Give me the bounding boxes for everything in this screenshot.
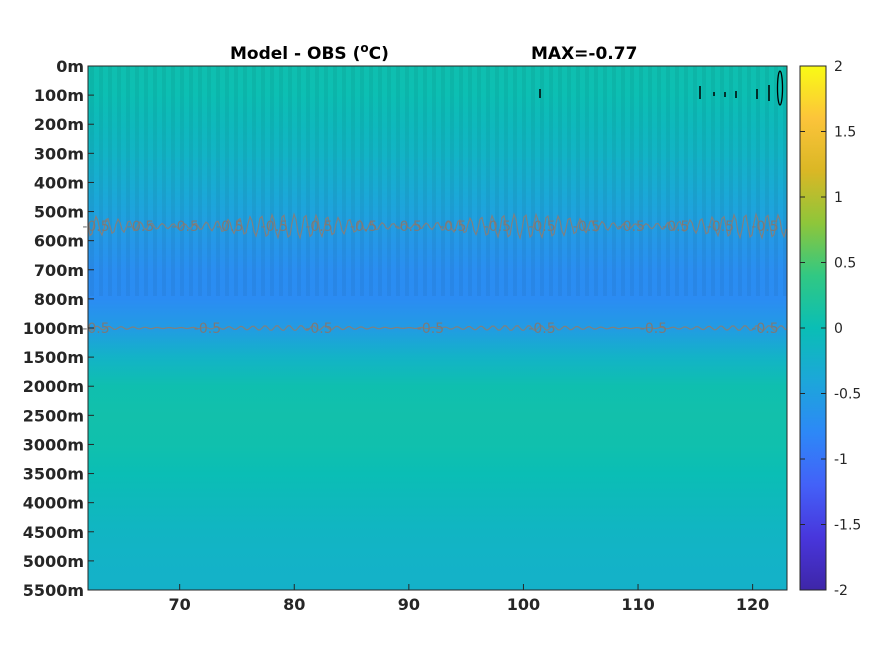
contour-lines (87, 212, 787, 331)
colorbar-tick-label: -0.5 (834, 387, 861, 403)
colorbar: 2 1.5 1 0.5 0 -0.5 -1 -1.5 -2 (799, 59, 861, 599)
y-tick-label: 1000m (23, 319, 84, 338)
contour-label: -0.5 (662, 219, 689, 235)
contour-label: -0.5 (395, 219, 422, 235)
y-tick-label: 300m (34, 144, 84, 163)
y-tick-label: 0m (56, 57, 84, 76)
contour-label: -0.5 (127, 219, 154, 235)
contour-label: -0.5 (528, 219, 555, 235)
y-tick-label: 800m (34, 290, 84, 309)
contour-label: -0.5 (640, 321, 667, 337)
upper-stripe-texture (88, 66, 787, 296)
contour-label: -0.5 (350, 219, 377, 235)
contour-label: -0.5 (439, 219, 466, 235)
colorbar-tick-label: 2 (834, 59, 843, 75)
colorbar-tick-label: 1 (834, 190, 843, 206)
y-tick-label: 2500m (23, 406, 84, 425)
colorbar-tick-label: -2 (834, 583, 848, 599)
y-tick-label: 2000m (23, 377, 84, 396)
y-tick-label: 3000m (23, 435, 84, 454)
contour-label: -0.5 (305, 219, 332, 235)
y-tick-label: 1500m (23, 348, 84, 367)
contour-label: -0.5 (82, 321, 109, 337)
y-tick-label: 500m (34, 203, 84, 222)
contour-labels: -0.5 -0.5 -0.5 -0.5 -0.5 -0.5 -0.5 -0.5 -0.5 -0.5… (82, 219, 778, 337)
y-tick-label: 400m (34, 173, 84, 192)
contour-label: -0.5 (261, 219, 288, 235)
y-tick-label: 100m (34, 86, 84, 105)
x-tick-label: 80 (283, 595, 305, 614)
max-label: MAX=-0.77 (531, 44, 637, 64)
black-contour-marks (539, 70, 784, 106)
colorbar-ticks: 2 1.5 1 0.5 0 -0.5 -1 -1.5 -2 (800, 59, 861, 599)
y-tick-label: 3500m (23, 465, 84, 484)
contour-label: -0.5 (751, 219, 778, 235)
plot-area: -0.5 -0.5 -0.5 -0.5 -0.5 -0.5 -0.5 -0.5 -0.5 -0.5… (82, 65, 788, 591)
colorbar-tick-label: 1.5 (834, 125, 856, 141)
contour-label: -0.5 (194, 321, 221, 337)
contour-label: -0.5 (82, 219, 109, 235)
contour-label: -0.5 (618, 219, 645, 235)
y-tick-label: 5500m (23, 581, 84, 600)
contour-line (87, 325, 787, 331)
contour-label: -0.5 (707, 219, 734, 235)
y-tick-label: 700m (34, 261, 84, 280)
x-axis: 70 80 90 100 110 120 (169, 584, 769, 614)
contour-label: -0.5 (751, 321, 778, 337)
colorbar-tick-label: -1 (834, 452, 848, 468)
colorbar-tick-label: 0 (834, 321, 843, 337)
y-tick-label: 4000m (23, 494, 84, 513)
contour-label: -0.5 (573, 219, 600, 235)
x-tick-label: 120 (736, 595, 769, 614)
contour-label: -0.5 (484, 219, 511, 235)
contour-line (87, 212, 787, 241)
y-tick-label: 600m (34, 232, 84, 251)
x-tick-label: 100 (507, 595, 540, 614)
x-tick-label: 90 (398, 595, 420, 614)
chart-title: Model - OBS (oC) (230, 41, 389, 64)
y-tick-label: 200m (34, 115, 84, 134)
colorbar-tick-label: 0.5 (834, 256, 856, 272)
contour-label: -0.5 (216, 219, 243, 235)
colorbar-tick-label: -1.5 (834, 518, 861, 534)
y-tick-label: 4500m (23, 523, 84, 542)
contour-label: -0.5 (417, 321, 444, 337)
contour-label: -0.5 (528, 321, 555, 337)
x-tick-label: 110 (621, 595, 654, 614)
y-axis: 0m 100m 200m 300m 400m 500m 600m 700m 800m 1000m 1… (23, 57, 94, 600)
contour-label: -0.5 (172, 219, 199, 235)
contour-label: -0.5 (305, 321, 332, 337)
x-tick-label: 70 (169, 595, 191, 614)
y-tick-label: 5000m (23, 552, 84, 571)
